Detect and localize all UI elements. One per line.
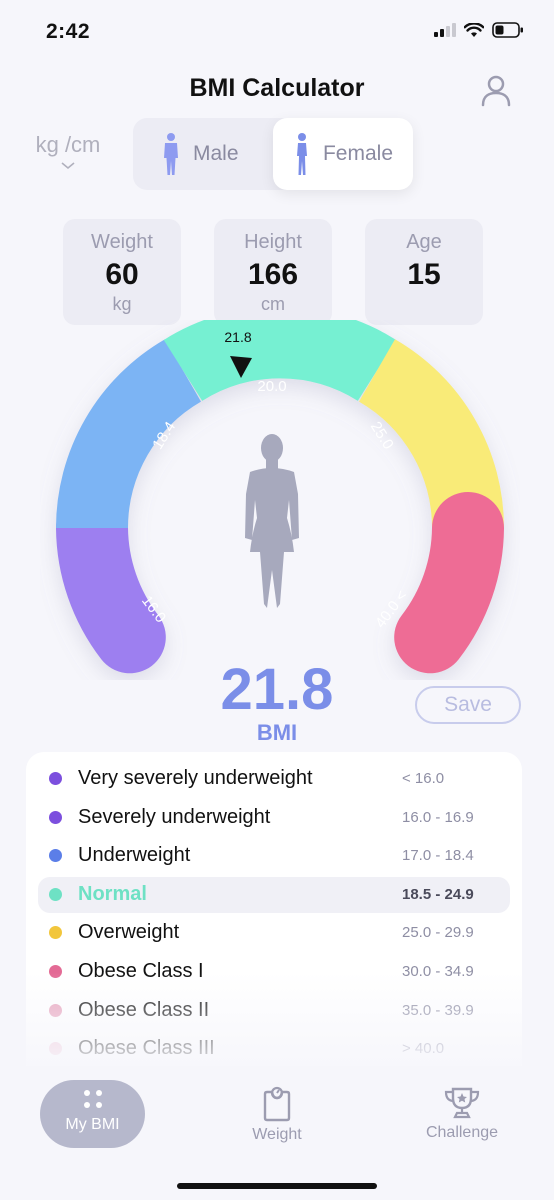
category-name: Normal [78,882,147,905]
tab-my-bmi-label: My BMI [65,1116,120,1133]
weight-unit: kg [112,294,132,314]
gender-toggle: Male Female [133,118,413,190]
category-dot [49,1003,62,1017]
body-silhouette-icon [245,434,299,608]
gauge-pointer-icon [230,356,252,378]
age-label: Age [406,231,442,253]
category-dot [49,964,62,978]
list-item: Very severely underweight < 16.0 [26,759,522,798]
trophy-icon [444,1087,480,1119]
age-value: 15 [407,258,441,291]
category-dot [49,810,62,824]
gauge-segment-blue [56,339,202,529]
gauge-segment-green [163,320,397,402]
category-range: > 40.0 [402,1040,445,1058]
chevron-down-icon [61,162,75,170]
status-bar: 2:42 [0,0,554,62]
list-item: Severely underweight 16.0 - 16.9 [26,798,522,837]
cellular-signal-icon [434,23,456,37]
status-time: 2:42 [46,20,91,43]
active-highlight [38,876,510,913]
category-dot [49,849,62,863]
weight-label: Weight [91,231,153,253]
grid-dots-icon [83,1090,102,1108]
category-dot [49,926,62,940]
gender-female-option[interactable]: Female [273,118,413,190]
gender-male-option[interactable]: Male [161,118,239,190]
list-item: Underweight 17.0 - 18.4 [26,836,522,875]
gauge-segment-pink [394,492,504,674]
status-icons [434,22,524,38]
category-name: Obese Class II [78,998,210,1021]
category-name: Obese Class I [78,959,204,982]
list-item: Obese Class I 30.0 - 34.9 [26,952,522,991]
tab-weight[interactable]: Weight [230,1080,324,1148]
tab-weight-label: Weight [252,1126,302,1143]
category-name: Very severely underweight [78,767,313,789]
male-figure-icon [164,133,178,175]
height-unit: cm [261,294,285,314]
category-range: 16.0 - 16.9 [402,808,474,826]
height-value: 166 [247,258,299,291]
category-range: 30.0 - 34.9 [402,962,474,980]
height-label: Height [244,231,302,253]
category-name: Underweight [78,844,191,867]
tab-challenge-label: Challenge [425,1124,499,1141]
bmi-category-list: Very severely underweight < 16.0 Severel… [26,752,522,1082]
weight-card[interactable]: Weight 60 kg [63,219,181,325]
category-range: 17.0 - 18.4 [402,847,474,865]
gauge-tick-20: 20.0 [257,378,286,395]
female-figure-icon [296,133,307,175]
category-name: Overweight [78,921,180,944]
category-dot [49,887,62,901]
list-item-active: Normal 18.5 - 24.9 [26,875,522,914]
bmi-gauge: 16.0 18.4 20.0 25.0 40.0 < 21.8 [56,320,504,674]
category-range: < 16.0 [402,770,445,787]
age-card[interactable]: Age 15 [365,219,483,325]
list-item: Obese Class III > 40.0 [26,1029,522,1068]
gender-male-label: Male [193,142,239,165]
category-range: 25.0 - 29.9 [402,924,474,942]
unit-select[interactable]: kg /cm [28,132,108,170]
category-range: 35.0 - 39.9 [402,1001,474,1019]
page-title: BMI Calculator [189,74,365,102]
gender-female-label: Female [322,142,394,165]
tab-challenge[interactable]: Challenge [412,1080,512,1148]
tab-bar: My BMI Weight Challenge [0,1066,554,1200]
weight-value: 60 [105,258,139,291]
list-item: Obese Class II 35.0 - 39.9 [26,991,522,1030]
category-dot [49,1042,62,1056]
category-name: Severely underweight [78,805,271,828]
gauge-pointer-value: 21.8 [224,329,251,345]
save-button[interactable]: Save [415,686,521,724]
unit-select-value: kg /cm [35,132,101,157]
category-range: 18.5 - 24.9 [402,885,474,903]
tab-my-bmi[interactable]: My BMI [40,1080,145,1148]
gauge-segment-purple [56,492,166,674]
home-indicator [177,1183,377,1189]
scale-icon [263,1086,291,1122]
category-dot [49,772,62,785]
wifi-icon [464,22,484,37]
profile-button[interactable] [478,72,514,108]
user-icon [481,75,511,107]
battery-icon [492,22,523,38]
list-item: Overweight 25.0 - 29.9 [26,913,522,952]
height-card[interactable]: Height 166 cm [214,219,332,325]
bmi-result-label: BMI [256,720,298,745]
category-name: Obese Class III [78,1037,215,1060]
bmi-result-value: 21.8 [220,657,334,722]
